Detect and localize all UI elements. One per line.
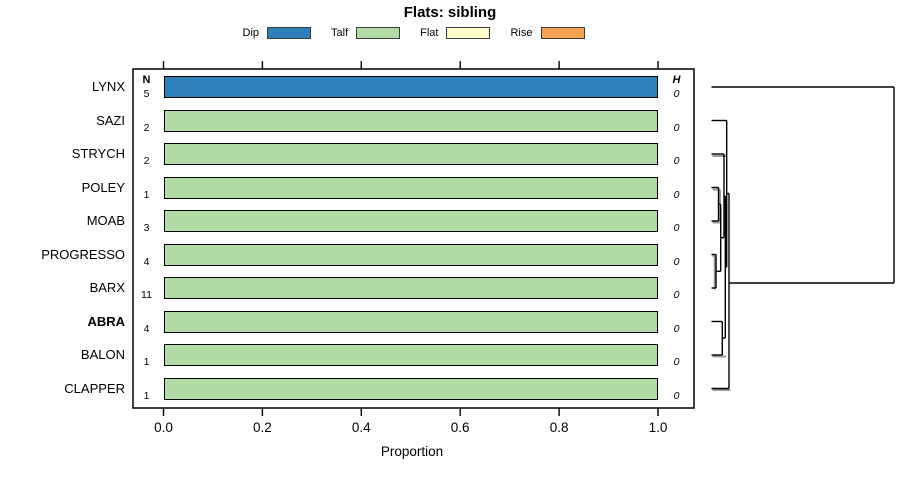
legend-label: Dip xyxy=(242,27,260,39)
column-header-h: H xyxy=(672,74,681,86)
row-n-value: 2 xyxy=(143,155,150,167)
x-tick-label-0.8: 0.8 xyxy=(549,420,569,435)
row-h-value: 0 xyxy=(673,188,680,201)
row-n-value: 5 xyxy=(143,88,150,100)
row-label-sazi: SAZI xyxy=(96,112,125,128)
row-label-poley: POLEY xyxy=(81,179,125,195)
row-n-value: 4 xyxy=(143,255,150,268)
row-n-value: 1 xyxy=(143,188,150,201)
x-tick-label-1.0: 1.0 xyxy=(648,420,668,435)
bar-barx xyxy=(163,277,658,299)
row-h-value: 0 xyxy=(673,155,680,167)
legend-swatch-flat xyxy=(446,27,491,39)
bar-sazi xyxy=(163,109,658,132)
bar-lynx xyxy=(163,76,658,98)
legend-item-dip: Dip xyxy=(243,27,312,39)
bar-progresso xyxy=(163,243,658,266)
row-h-value: 0 xyxy=(673,389,680,402)
row-label-abra: ABRA xyxy=(87,313,125,329)
row-h-value: 0 xyxy=(673,289,680,301)
row-label-clapper: CLAPPER xyxy=(64,380,125,396)
legend-swatch-dip xyxy=(267,27,312,39)
row-h-value: 0 xyxy=(673,322,680,335)
x-tick-label-0.4: 0.4 xyxy=(351,420,371,435)
column-header-n: N xyxy=(142,74,151,86)
x-tick-label-0.0: 0.0 xyxy=(154,420,173,435)
legend: Dip Talf Flat Rise xyxy=(133,24,694,42)
legend-label: Rise xyxy=(510,27,533,39)
legend-item-rise: Rise xyxy=(510,27,585,39)
legend-item-talf: Talf xyxy=(331,27,401,39)
row-label-balon: BALON xyxy=(80,347,125,362)
row-n-value: 1 xyxy=(143,356,150,368)
row-h-value: 0 xyxy=(673,356,680,368)
row-h-value: 0 xyxy=(673,121,680,134)
row-n-value: 2 xyxy=(143,121,150,134)
bar-balon xyxy=(163,344,658,366)
chart-title: Flats: sibling xyxy=(403,4,497,21)
row-label-moab: MOAB xyxy=(86,213,125,228)
row-label-lynx: LYNX xyxy=(92,79,125,94)
row-n-value: 11 xyxy=(141,289,152,301)
bar-strych xyxy=(163,143,658,165)
bar-moab xyxy=(163,210,658,232)
legend-swatch-rise xyxy=(540,27,585,39)
bar-poley xyxy=(163,176,658,199)
x-tick-label-0.6: 0.6 xyxy=(450,420,470,435)
legend-swatch-talf xyxy=(356,27,401,39)
row-label-progresso: PROGRESSO xyxy=(41,246,125,262)
legend-item-flat: Flat xyxy=(420,27,491,39)
bar-clapper xyxy=(163,377,658,400)
legend-label: Talf xyxy=(331,27,349,39)
row-label-strych: STRYCH xyxy=(71,146,125,161)
row-n-value: 1 xyxy=(143,389,150,402)
bar-abra xyxy=(163,310,658,333)
row-h-value: 0 xyxy=(673,88,680,100)
row-h-value: 0 xyxy=(673,255,680,268)
row-n-value: 4 xyxy=(143,322,150,335)
row-h-value: 0 xyxy=(673,222,680,234)
legend-label: Flat xyxy=(420,27,439,39)
row-label-barx: BARX xyxy=(89,280,125,295)
row-n-value: 3 xyxy=(143,222,150,234)
x-axis-label: Proportion xyxy=(380,444,444,459)
x-tick-label-0.2: 0.2 xyxy=(253,420,272,435)
